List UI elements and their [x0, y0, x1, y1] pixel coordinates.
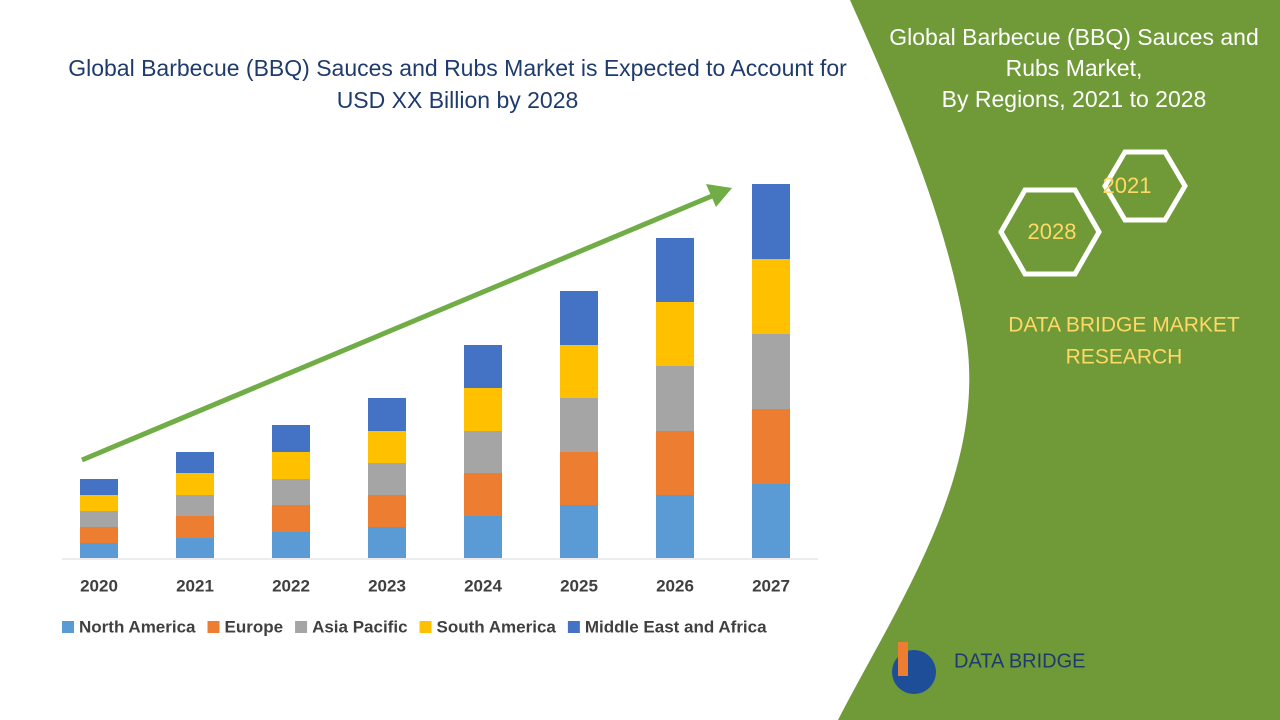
legend-swatch: [295, 621, 308, 633]
bar-segment: [272, 425, 310, 452]
bar-segment: [656, 366, 694, 431]
logo-mark: [898, 642, 908, 676]
x-tick-label: 2026: [656, 576, 694, 595]
bar-segment: [368, 495, 406, 527]
bar-segment: [272, 479, 310, 505]
bar-segment: [80, 527, 118, 543]
bar-segment: [464, 345, 502, 388]
bar-segment: [656, 495, 694, 558]
bar-segment: [80, 543, 118, 558]
x-tick-label: 2023: [368, 576, 406, 595]
bar-segment: [656, 431, 694, 495]
legend-swatch: [62, 621, 74, 633]
bar-segment: [656, 302, 694, 366]
bar-segment: [464, 473, 502, 516]
bar-segment: [80, 495, 118, 511]
bar-segment: [368, 527, 406, 558]
arrow-head: [706, 184, 732, 207]
bar-segment: [272, 505, 310, 532]
legend-label: North America: [79, 617, 196, 636]
bar-segment: [176, 495, 214, 516]
bar-segment: [80, 479, 118, 495]
bar-segment: [176, 473, 214, 495]
hexagon: [998, 187, 1102, 277]
bar-segment: [656, 238, 694, 302]
panel-title: Rubs Market,: [1006, 55, 1143, 81]
bar-segment: [176, 538, 214, 558]
legend-swatch: [419, 621, 432, 633]
hexagon-year: 2028: [1028, 219, 1077, 244]
x-tick-label: 2024: [464, 576, 502, 595]
chart-title: Global Barbecue (BBQ) Sauces and Rubs Ma…: [68, 55, 847, 113]
legend-label: Middle East and Africa: [585, 617, 767, 636]
bar-segment: [464, 516, 502, 558]
bar-segment: [752, 409, 790, 484]
x-tick-label: 2020: [80, 576, 118, 595]
panel-title: Global Barbecue (BBQ) Sauces and: [889, 24, 1258, 50]
bar-segment: [560, 452, 598, 505]
bar-segment: [272, 532, 310, 558]
bar-segment: [368, 431, 406, 463]
bar-segment: [176, 452, 214, 473]
bar-segment: [752, 334, 790, 409]
legend-label: South America: [437, 617, 557, 636]
x-tick-label: 2025: [560, 576, 598, 595]
bar-segment: [80, 511, 118, 527]
bar-segment: [368, 398, 406, 431]
legend-label: Asia Pacific: [312, 617, 407, 636]
bar-segment: [464, 431, 502, 473]
legend-swatch: [207, 621, 220, 633]
bar-segment: [752, 259, 790, 334]
trend-arrow: [81, 193, 713, 463]
bar-segment: [560, 291, 598, 345]
panel-title: By Regions, 2021 to 2028: [942, 86, 1207, 112]
bar-segment: [368, 463, 406, 495]
bar-segment: [752, 484, 790, 558]
bar-segment: [464, 388, 502, 431]
bar-segment: [560, 398, 598, 452]
bar-segment: [272, 452, 310, 479]
logo-text: DATA BRIDGE: [954, 650, 1086, 672]
x-tick-label: 2022: [272, 576, 310, 595]
x-tick-label: 2021: [176, 576, 214, 595]
bar-segment: [752, 184, 790, 259]
side-panel: [838, 0, 1280, 720]
legend-swatch: [567, 621, 580, 633]
bar-segment: [176, 516, 214, 538]
hexagon-year: 2021: [1103, 173, 1152, 198]
bar-segment: [560, 505, 598, 558]
legend-label: Europe: [225, 617, 284, 636]
bar-segment: [560, 345, 598, 398]
brand: DATA BRIDGE MARKET: [1008, 314, 1240, 337]
hexagon: [1102, 149, 1188, 223]
x-tick-label: 2027: [752, 576, 790, 595]
brand: RESEARCH: [1066, 346, 1183, 369]
